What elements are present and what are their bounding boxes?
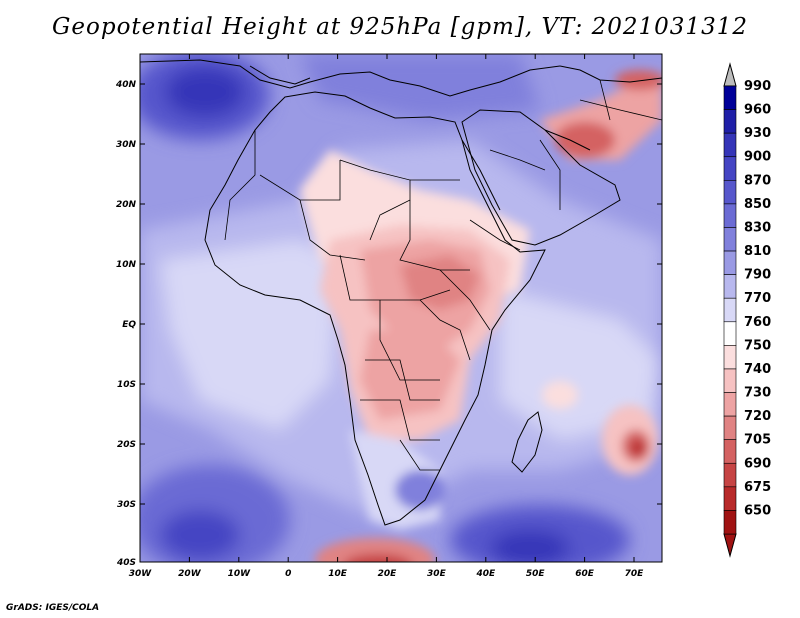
colorbar-label: 705 [744,433,771,448]
grads-credit: GrADS: IGES/COLA [6,603,100,613]
lon-label: 60E [575,569,595,579]
colorbar-swatch [723,345,737,370]
colorbar-label: 850 [744,197,771,212]
colorbar: 990 960 930 900 870 850 830 810 790 770 760 750 740 7… [723,62,771,558]
colorbar-label: 760 [744,315,771,330]
colorbar-label: 930 [744,126,771,141]
lon-label: 40E [475,569,496,579]
geopotential-shading [140,54,662,562]
lon-label: 20W [178,569,202,579]
colorbar-label: 690 [744,456,771,471]
colorbar-label: 720 [744,409,771,424]
colorbar-labels: 990 960 930 900 870 850 830 810 790 770 760 750 740 7… [744,79,771,518]
lon-label: 30E [427,569,447,579]
colorbar-bottom-arrow [723,533,737,558]
lon-label: 10W [228,569,252,579]
colorbar-swatch [723,392,737,417]
colorbar-swatch [723,368,737,393]
coastlines [140,59,662,526]
colorbar-swatch [723,203,737,228]
lat-label: 40S [116,558,136,568]
lat-label: 40N [115,80,137,90]
longitude-axis: 30W 20W 10W 0 10E 20E 30E 40E 50E 60E 70E [129,54,644,579]
lat-label: EQ [122,320,136,330]
lat-label: 30N [116,140,137,150]
colorbar-label: 830 [744,220,771,235]
colorbar-swatch [723,439,737,464]
lon-label: 10E [328,569,348,579]
lat-label: 20S [117,440,136,450]
colorbar-swatch [723,85,737,110]
colorbar-label: 870 [744,173,771,188]
colorbar-label: 770 [744,291,771,306]
latitude-axis: 40N 30N 20N 10N EQ 10S 20S 30S 40S [115,80,662,568]
colorbar-swatch [723,156,737,181]
lat-label: 30S [117,500,136,510]
colorbar-label: 675 [744,480,771,495]
lon-label: 50E [526,569,546,579]
colorbar-swatch [723,274,737,299]
colorbar-swatches [723,85,737,535]
colorbar-label: 790 [744,268,771,283]
lon-label: 0 [285,569,291,579]
colorbar-swatch [723,250,737,275]
colorbar-label: 740 [744,362,771,377]
colorbar-swatch [723,321,737,346]
map-title: Geopotential Height at 925hPa [gpm], VT:… [52,14,748,40]
lon-label: 30W [129,569,153,579]
colorbar-swatch [723,462,737,488]
lat-label: 10N [116,260,137,270]
colorbar-label: 730 [744,386,771,401]
colorbar-swatch [723,180,737,205]
colorbar-label: 990 [744,79,771,94]
colorbar-label: 900 [744,150,771,165]
colorbar-label: 750 [744,338,771,353]
colorbar-swatch [723,109,737,134]
colorbar-swatch [723,510,737,535]
colorbar-top-arrow [723,62,737,87]
lat-label: 10S [117,380,136,390]
colorbar-swatch [723,132,737,158]
lon-label: 20E [378,569,398,579]
colorbar-swatch [723,486,737,511]
colorbar-label: 650 [744,503,771,518]
country-borders [224,79,662,471]
lat-label: 20N [116,200,137,210]
colorbar-swatch [723,415,737,440]
colorbar-swatch [723,227,737,252]
lon-label: 70E [625,569,645,579]
colorbar-label: 960 [744,103,771,118]
colorbar-swatch [723,297,737,323]
colorbar-label: 810 [744,244,771,259]
map-frame [139,53,663,563]
